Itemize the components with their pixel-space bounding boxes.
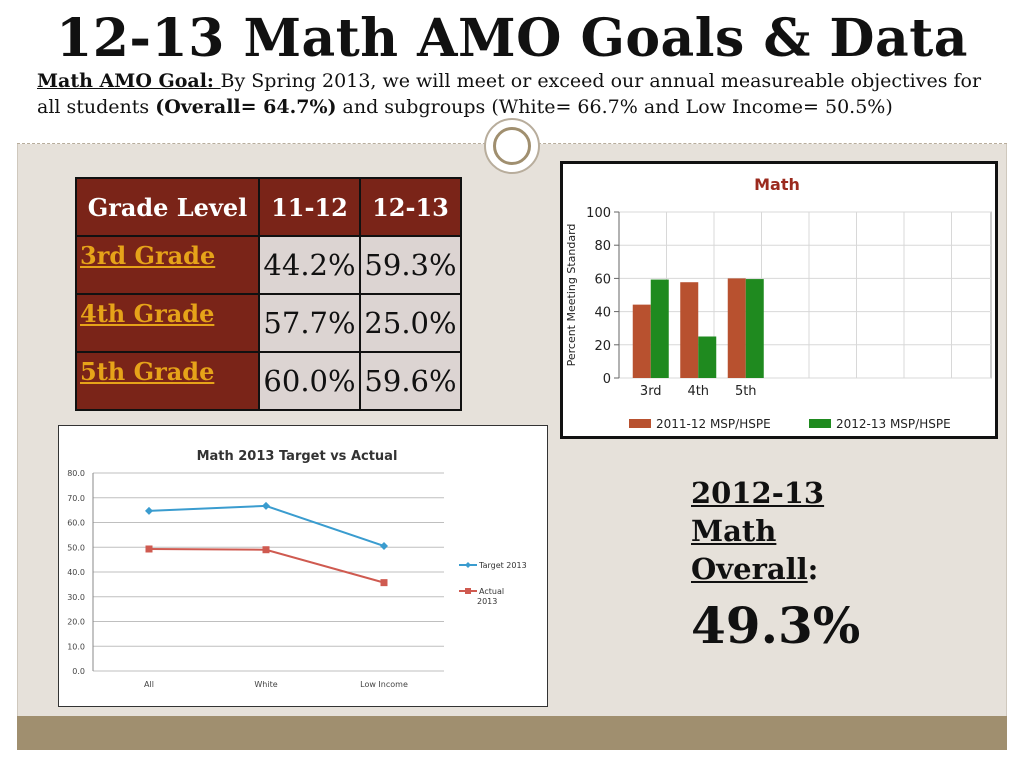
decorative-ring-inner	[493, 127, 531, 165]
table-row: 5th Grade 60.0% 59.6%	[75, 351, 462, 411]
value-cell: 44.2%	[258, 235, 361, 295]
line-y-tick-label: 70.0	[67, 494, 85, 503]
overall-label-colon: :	[807, 552, 819, 586]
grade-table: Grade Level 11-12 12-13 3rd Grade 44.2% …	[75, 177, 462, 411]
value-cell: 59.6%	[359, 351, 462, 411]
table-header-row: Grade Level 11-12 12-13	[75, 177, 462, 237]
line-y-tick-label: 30.0	[67, 593, 85, 602]
line-point-0-1	[262, 501, 270, 510]
grade-cell: 3rd Grade	[75, 235, 260, 295]
bar-y-tick-label: 100	[586, 206, 611, 221]
line-chart-title: Math 2013 Target vs Actual	[197, 449, 398, 464]
bar-plot-area	[618, 211, 992, 379]
bar-3rd-series-1	[650, 279, 669, 378]
overall-label-word: Overall	[691, 552, 808, 586]
overall-label-year: 2012-13	[691, 476, 825, 510]
line-legend-label: Target 2013	[478, 561, 527, 570]
line-point-0-2	[380, 542, 388, 551]
bar-y-tick-label: 80	[594, 239, 611, 254]
bar-chart-panel: Math 0 20 40 60 80 100 Percent Meeting Standard…	[560, 161, 998, 439]
value-cell: 59.3%	[359, 235, 462, 295]
overall-label-subject: Math	[691, 514, 777, 548]
bar-y-tick-label: 40	[594, 306, 611, 321]
bar-chart: Math 0 20 40 60 80 100 Percent Meeting Standard…	[565, 175, 992, 431]
line-x-tick-label: Low Income	[360, 680, 408, 689]
header-1213: 12-13	[359, 177, 462, 237]
line-legend-marker	[465, 562, 471, 568]
goal-text-part2: and subgroups (White= 66.7% and Low Inco…	[336, 96, 893, 118]
line-y-tick-label: 10.0	[67, 642, 85, 651]
table-row: 4th Grade 57.7% 25.0%	[75, 293, 462, 353]
value-cell: 25.0%	[359, 293, 462, 353]
bar-y-tick-label: 0	[603, 372, 611, 387]
decorative-ring	[484, 118, 540, 174]
goal-label: Math AMO Goal:	[37, 70, 221, 92]
value-cell: 60.0%	[258, 351, 361, 411]
line-y-tick-label: 20.0	[67, 618, 85, 627]
line-point-1-0	[145, 545, 153, 553]
grade-link-3rd[interactable]: 3rd Grade	[80, 241, 216, 270]
line-legend-label: Actual	[479, 587, 504, 596]
line-chart: Math 2013 Target vs Actual 0.0 10.0 20.0 30.…	[67, 449, 527, 689]
line-x-tick-label: White	[254, 680, 277, 689]
overall-label: 2012-13 Math Overall:	[691, 474, 824, 588]
line-legend-label-cont: 2013	[477, 597, 497, 606]
goal-statement: Math AMO Goal: By Spring 2013, we will m…	[37, 68, 997, 120]
bar-y-axis-label: Percent Meeting Standard	[565, 224, 578, 367]
bar-4th-series-0	[680, 282, 699, 378]
slide-title: 12-13 Math AMO Goals & Data	[56, 8, 968, 69]
grade-cell: 5th Grade	[75, 351, 260, 411]
line-y-tick-label: 60.0	[67, 519, 85, 528]
line-y-tick-label: 40.0	[67, 568, 85, 577]
header-grade-level: Grade Level	[75, 177, 260, 237]
bar-5th-series-1	[745, 279, 764, 378]
bar-y-tick-label: 60	[594, 272, 611, 287]
bar-legend-swatch	[629, 419, 651, 428]
line-chart-panel: Math 2013 Target vs Actual 0.0 10.0 20.0 30.…	[58, 425, 548, 707]
grade-link-5th[interactable]: 5th Grade	[80, 357, 215, 386]
line-y-tick-label: 50.0	[67, 543, 85, 552]
bar-legend-swatch	[809, 419, 831, 428]
bar-x-tick-label: 5th	[735, 384, 757, 399]
line-y-tick-label: 80.0	[67, 469, 85, 478]
line-series-0	[148, 504, 385, 547]
line-x-tick-label: All	[144, 680, 154, 689]
goal-text-part1: By Spring 2013, we will meet or exceed o…	[37, 70, 982, 118]
line-point-1-1	[262, 546, 270, 554]
grade-link-4th[interactable]: 4th Grade	[80, 299, 215, 328]
bar-x-tick-label: 3rd	[640, 384, 662, 399]
table-row: 3rd Grade 44.2% 59.3%	[75, 235, 462, 295]
bar-x-tick-label: 4th	[687, 384, 709, 399]
overall-value: 49.3%	[691, 596, 861, 655]
line-y-tick-label: 0.0	[72, 667, 85, 676]
grade-cell: 4th Grade	[75, 293, 260, 353]
bar-5th-series-0	[727, 278, 746, 378]
bar-legend-label: 2011-12 MSP/HSPE	[656, 417, 771, 431]
bar-3rd-series-0	[632, 304, 651, 378]
header-1112: 11-12	[258, 177, 361, 237]
line-point-1-2	[380, 579, 388, 587]
footer-bar	[17, 716, 1007, 750]
value-cell: 57.7%	[258, 293, 361, 353]
goal-overall: (Overall= 64.7%)	[155, 96, 337, 118]
bar-legend-label: 2012-13 MSP/HSPE	[836, 417, 951, 431]
line-series-1	[148, 547, 385, 584]
line-legend-marker	[465, 588, 471, 594]
line-point-0-0	[145, 506, 153, 515]
bar-chart-title: Math	[754, 175, 800, 194]
bar-y-tick-label: 20	[594, 339, 611, 354]
bar-4th-series-1	[698, 336, 717, 378]
